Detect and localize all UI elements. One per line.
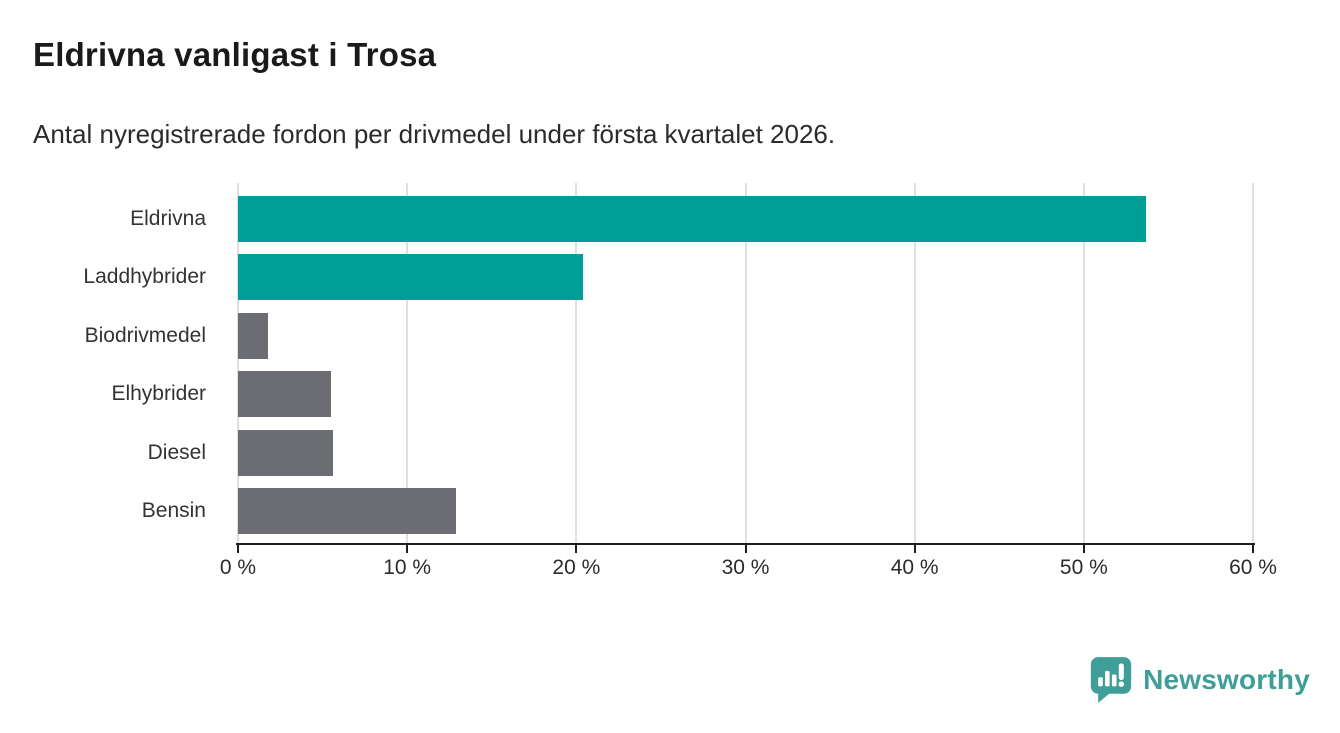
x-axis-line [236,543,1255,545]
gridline [1082,183,1085,543]
newsworthy-brand: Newsworthy [1089,655,1310,705]
bar-diesel [238,429,333,476]
category-label: Bensin [141,499,206,522]
gridline [406,183,409,543]
x-axis-tick-label: 60 % [1229,556,1277,579]
category-label: Laddhybrider [83,265,206,289]
category-label: Elhybrider [111,382,206,406]
x-axis-tick-label: 10 % [383,556,432,579]
newsworthy-brand-text: Newsworthy [1143,664,1310,695]
x-axis-tick [575,545,578,553]
bar-biodrivmedel [238,312,269,359]
x-axis-tick [1082,545,1085,553]
x-axis-tick [744,545,747,553]
gridline [744,183,747,543]
gridline [237,183,239,543]
chart-subtitle: Antal nyregistrerade fordon per drivmede… [33,119,836,149]
bar-laddhybrider [238,254,584,301]
bar-bensin [238,488,457,534]
x-axis-tick-label: 0 % [219,556,257,579]
x-axis-tick [1252,545,1254,553]
category-label: Biodrivmedel [84,323,206,347]
x-axis-tick-label: 50 % [1059,556,1108,579]
gridline [913,183,916,543]
bar-eldrivna [238,196,1147,242]
category-axis-labels: Eldrivna Laddhybrider Biodrivmedel Elhybrid… [0,183,222,543]
newsworthy-logo-icon [1089,655,1133,705]
bar-elhybrider [238,371,332,418]
x-axis-tick [406,545,409,553]
category-label: Diesel [147,440,206,464]
plot-area [237,183,1254,543]
x-axis-tick [913,545,916,553]
x-axis-tick [237,545,239,553]
x-axis-tick-label: 40 % [890,556,939,579]
gridline [1252,183,1254,543]
x-axis-tick-label: 20 % [552,556,601,579]
category-label: Eldrivna [130,207,206,230]
chart-title: Eldrivna vanligast i Trosa [33,36,437,73]
x-axis-tick-label: 30 % [721,556,770,579]
gridline [575,183,578,543]
